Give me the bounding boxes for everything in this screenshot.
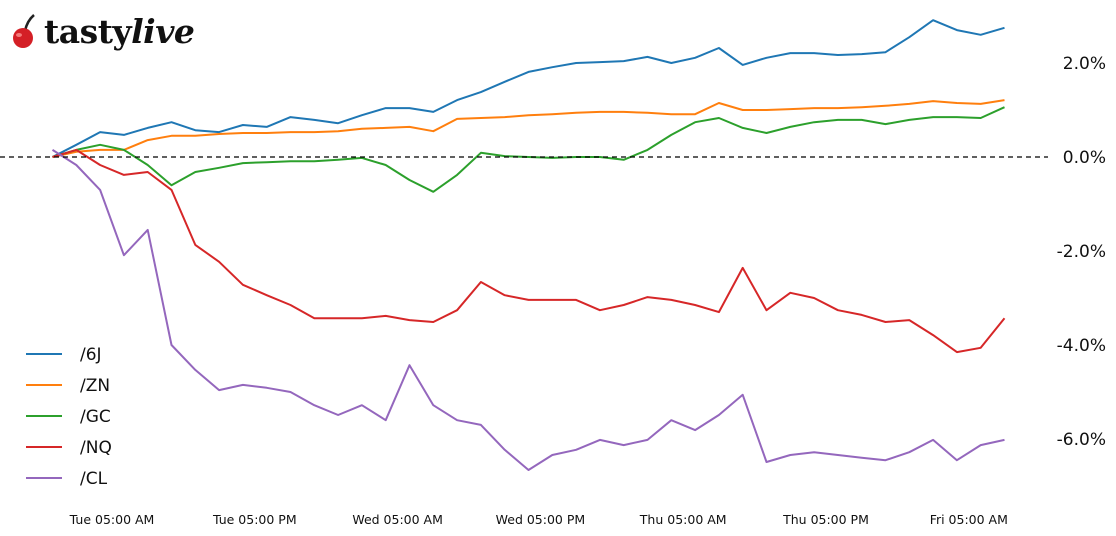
legend-item: /CL — [26, 469, 108, 489]
x-tick-label: Thu 05:00 PM — [782, 512, 869, 527]
y-tick-label: -6.0% — [1057, 430, 1106, 450]
legend: /6J/ZN/GC/NQ/CL — [26, 345, 112, 489]
series-line-6j — [52, 19, 1005, 158]
series-lines — [51, 19, 1006, 471]
x-tick-label: Wed 05:00 AM — [352, 512, 443, 527]
x-tick-label: Thu 05:00 AM — [639, 512, 727, 527]
series-line-gc — [52, 106, 1005, 193]
y-tick-label: 0.0% — [1063, 148, 1106, 168]
logo-wordmark: tastylive — [44, 11, 195, 51]
x-tick-label: Tue 05:00 PM — [212, 512, 297, 527]
legend-item: /NQ — [26, 438, 112, 458]
x-tick-label: Tue 05:00 AM — [69, 512, 155, 527]
x-tick-label: Wed 05:00 PM — [496, 512, 586, 527]
series-line-zn — [52, 99, 1005, 158]
x-axis-ticks: Tue 05:00 AM Tue 05:00 PM Wed 05:00 AM Wed … — [69, 512, 1008, 527]
y-tick-label: -2.0% — [1057, 242, 1106, 262]
tastylive-logo: tastylive — [10, 6, 195, 56]
series-line-nq — [52, 148, 1006, 354]
legend-item: /6J — [26, 345, 102, 365]
legend-item: /GC — [26, 407, 111, 427]
y-tick-label: -4.0% — [1057, 336, 1106, 356]
legend-item: /ZN — [26, 376, 110, 396]
y-tick-label: 2.0% — [1063, 54, 1106, 74]
x-tick-label: Fri 05:00 AM — [930, 512, 1008, 527]
legend-label: /6J — [80, 345, 102, 365]
legend-label: /ZN — [80, 376, 110, 396]
series-line-cl — [51, 149, 1005, 471]
y-axis-ticks: 2.0% 0.0% -2.0% -4.0% -6.0% — [1057, 54, 1106, 450]
legend-label: /GC — [80, 407, 111, 427]
legend-label: /NQ — [80, 438, 112, 458]
legend-label: /CL — [80, 469, 108, 489]
cherry-icon — [13, 14, 35, 48]
